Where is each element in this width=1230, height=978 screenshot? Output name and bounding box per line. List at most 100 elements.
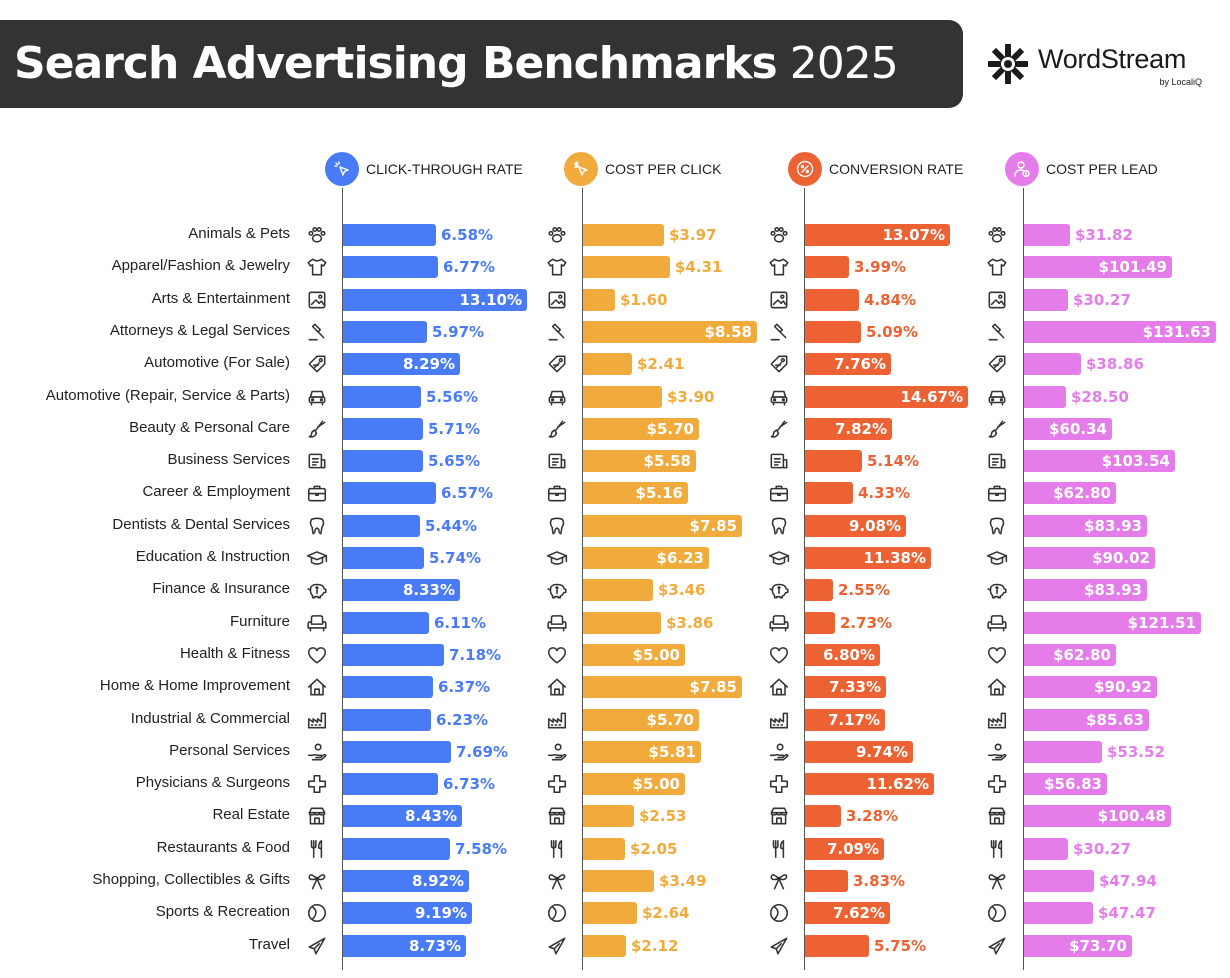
category-label: Restaurants & Food [156, 839, 290, 856]
value-label-cr: 5.09% [866, 323, 919, 341]
category-label: Finance & Insurance [152, 580, 290, 597]
value-label-ctr: 7.58% [455, 840, 508, 858]
value-label-ctr: 8.33% [402, 581, 455, 599]
bar-cr [805, 676, 886, 698]
value-label-ctr: 6.77% [443, 258, 496, 276]
value-label-cpc: $7.85 [689, 517, 737, 535]
value-label-ctr: 6.58% [441, 226, 494, 244]
value-label-cpc: $5.70 [646, 711, 694, 729]
value-label-cpc: $5.00 [632, 646, 680, 664]
title-text: Search Advertising Benchmarks [14, 38, 778, 89]
column-badge-cpl [1005, 152, 1039, 186]
value-label-cpl: $47.94 [1099, 872, 1157, 890]
picture-icon [770, 291, 788, 309]
bar-ctr [343, 418, 423, 440]
category-label: Dentists & Dental Services [112, 516, 290, 533]
bar-cr [805, 644, 880, 666]
value-label-cr: 2.55% [838, 581, 891, 599]
medical-cross-icon [769, 774, 789, 794]
storefront-icon [308, 807, 326, 825]
graduation-cap-icon [546, 551, 568, 565]
value-label-ctr: 8.73% [408, 937, 461, 955]
tooth-icon [309, 517, 325, 535]
category-label: Attorneys & Legal Services [109, 322, 290, 339]
bar-cr [805, 902, 890, 924]
airplane-icon [988, 937, 1006, 955]
bar-cpc [583, 644, 685, 666]
bar-cpl [1024, 482, 1116, 504]
bar-ctr [343, 224, 436, 246]
tshirt-icon [547, 258, 567, 276]
gift-bow-icon [770, 874, 788, 890]
bar-cpl [1024, 838, 1068, 860]
graduation-cap-icon [986, 551, 1008, 565]
bar-cpl [1024, 386, 1066, 408]
value-label-cpl: $38.86 [1086, 355, 1144, 373]
category-label: Home & Home Improvement [99, 677, 290, 694]
bar-ctr [343, 321, 427, 343]
bar-ctr [343, 256, 438, 278]
bar-cr [805, 353, 891, 375]
utensils-icon [310, 839, 323, 859]
medical-cross-icon [547, 774, 567, 794]
bar-cr [805, 450, 862, 472]
bar-cpl [1024, 321, 1216, 343]
bar-ctr [343, 838, 450, 860]
value-label-ctr: 8.92% [411, 872, 464, 890]
value-label-cr: 7.17% [827, 711, 880, 729]
value-label-cpc: $5.81 [648, 743, 696, 761]
value-label-cpl: $60.34 [1049, 420, 1107, 438]
bar-cpl [1024, 612, 1201, 634]
value-label-cpc: $5.58 [643, 452, 691, 470]
price-tag-icon [770, 355, 788, 373]
bar-cpc [583, 321, 757, 343]
category-label: Real Estate [212, 806, 290, 823]
tshirt-icon [987, 258, 1007, 276]
paw-icon [548, 226, 566, 243]
bar-cpl [1024, 224, 1070, 246]
utensils-icon [772, 839, 785, 859]
bar-cpc [583, 289, 615, 311]
value-label-cpl: $100.48 [1097, 807, 1166, 825]
bar-ctr [343, 741, 451, 763]
bar-cr [805, 579, 833, 601]
value-label-ctr: 5.65% [428, 452, 481, 470]
tooth-icon [989, 517, 1005, 535]
bar-cpl [1024, 547, 1155, 569]
price-tag-icon [988, 355, 1006, 373]
bar-ctr [343, 547, 424, 569]
storefront-icon [548, 807, 566, 825]
value-label-ctr: 6.23% [436, 711, 489, 729]
value-label-cpl: $121.51 [1127, 614, 1196, 632]
gift-bow-icon [988, 874, 1006, 890]
car-icon [548, 390, 566, 406]
bar-cpl [1024, 256, 1172, 278]
value-label-cpl: $62.80 [1053, 484, 1111, 502]
bar-cpl [1024, 418, 1112, 440]
bar-ctr [343, 773, 438, 795]
value-label-cpc: $3.86 [666, 614, 714, 632]
bar-cpl [1024, 805, 1171, 827]
value-label-cr: 2.73% [840, 614, 893, 632]
paw-icon [308, 226, 326, 243]
category-label: Sports & Recreation [155, 903, 290, 920]
value-label-cr: 3.28% [846, 807, 899, 825]
value-label-cpl: $30.27 [1073, 291, 1131, 309]
category-label: Career & Employment [142, 483, 290, 500]
factory-icon [307, 712, 327, 729]
value-label-ctr: 13.10% [459, 291, 522, 309]
value-label-cpl: $53.52 [1107, 743, 1165, 761]
value-label-cpc: $3.46 [658, 581, 706, 599]
bar-cr [805, 289, 859, 311]
piggy-bank-icon [769, 583, 789, 599]
bar-ctr [343, 644, 444, 666]
factory-icon [987, 712, 1007, 729]
utensils-icon [550, 839, 563, 859]
bar-ctr [343, 482, 436, 504]
ball-icon [547, 903, 567, 923]
value-label-cpc: $7.85 [689, 678, 737, 696]
value-label-cpl: $62.80 [1053, 646, 1111, 664]
bar-ctr [343, 709, 431, 731]
hand-icon [547, 743, 567, 761]
heart-icon [987, 647, 1007, 664]
